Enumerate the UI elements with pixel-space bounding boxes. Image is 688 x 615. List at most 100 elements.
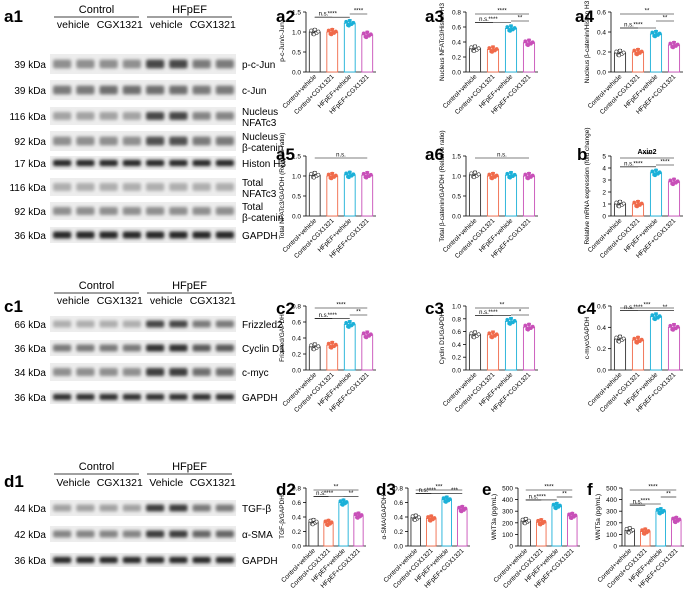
data-point <box>361 171 366 176</box>
y-tick-label: 2 <box>602 190 606 197</box>
data-point <box>347 170 352 175</box>
data-point <box>631 527 635 532</box>
blot-band <box>215 59 234 69</box>
data-point <box>494 47 499 51</box>
blot-protein-label: α-SMA <box>242 530 273 541</box>
blot-strip <box>50 202 236 220</box>
data-point <box>476 332 481 337</box>
blot-band <box>122 393 141 401</box>
blot-band <box>122 530 141 538</box>
blot-group-label: HFpEF <box>172 280 207 292</box>
blot-band <box>53 393 72 401</box>
data-point <box>351 321 356 326</box>
blot-protein-label-line: Nucleus <box>242 132 278 143</box>
blot-lane-label: vehicle <box>150 19 183 31</box>
blot-kda-label: 44 kDa <box>14 504 46 515</box>
blot-band <box>192 136 211 146</box>
data-point <box>573 513 578 518</box>
data-point <box>347 319 352 324</box>
y-tick-label: 0.8 <box>452 316 461 323</box>
blot-band <box>53 112 72 120</box>
data-point <box>490 176 494 181</box>
blot-band <box>192 59 211 69</box>
panel-label-d3: d3 <box>376 480 396 499</box>
blot-band <box>215 504 234 512</box>
data-point <box>472 49 476 54</box>
blot-band <box>146 231 165 239</box>
significance-label: n.s. <box>316 491 326 497</box>
y-tick-label: 0.5 <box>452 194 461 201</box>
data-point <box>326 341 331 346</box>
data-point <box>487 331 492 336</box>
bar <box>613 338 627 371</box>
blot-group-label: HFpEF <box>172 4 207 16</box>
blot-band <box>215 183 234 191</box>
blot-strip-bg <box>50 80 236 100</box>
blot-kda-label: 17 kDa <box>14 159 46 170</box>
data-point <box>508 28 512 33</box>
data-point <box>417 515 421 520</box>
blot-band <box>53 344 72 352</box>
data-point <box>671 182 675 187</box>
data-point <box>675 179 680 184</box>
y-tick-label: 0.2 <box>394 529 403 536</box>
panel-label-a3: a3 <box>425 7 444 26</box>
y-tick-label: 0.2 <box>597 346 606 353</box>
data-point <box>653 173 657 178</box>
bar <box>655 510 667 547</box>
y-axis-label: TGF-β/GAPDH <box>279 495 286 539</box>
blot-band <box>146 368 165 376</box>
panel-label-c1: c1 <box>4 297 23 316</box>
blot-band <box>169 112 188 120</box>
significance-label: **** <box>633 161 643 167</box>
blot-band <box>76 320 95 328</box>
data-point <box>621 50 626 55</box>
blot-band <box>122 320 141 328</box>
blot-band <box>192 112 211 120</box>
panel-label-d2: d2 <box>276 480 296 499</box>
data-point <box>361 331 366 336</box>
blot-strip <box>50 500 236 516</box>
y-tick-label: 0.6 <box>452 329 461 336</box>
data-point <box>539 518 544 522</box>
y-tick-label: 0.0 <box>597 368 606 375</box>
data-point <box>365 330 370 335</box>
data-point <box>654 312 658 317</box>
y-tick-label: 3 <box>602 178 606 185</box>
blot-band <box>192 393 211 401</box>
data-point <box>368 32 373 37</box>
y-tick-label: 300 <box>502 509 513 516</box>
blot-protein-label-line: NFATc3 <box>242 189 277 200</box>
data-point <box>491 45 495 50</box>
blot-strip-bg <box>50 227 236 243</box>
y-tick-label: 0.2 <box>292 529 301 536</box>
data-point <box>338 499 343 504</box>
blot-band <box>146 207 165 215</box>
blot-band <box>215 344 234 352</box>
data-point <box>361 31 366 36</box>
blot-band <box>99 556 118 564</box>
blot-band <box>76 136 95 146</box>
chart-a5: a5 0.0 0.5 1.0 1.5 Total NFATc3/GAPDH (Relati… <box>276 133 376 260</box>
blot-kda-label: 39 kDa <box>14 86 46 97</box>
data-point <box>311 175 316 180</box>
data-point <box>672 322 676 327</box>
data-point <box>314 519 319 524</box>
significance-label: n.s. <box>336 153 346 159</box>
panel-label-e: e <box>482 480 491 499</box>
blot-band <box>122 159 141 167</box>
significance-label: n.s. <box>633 500 643 506</box>
blot-band <box>215 85 234 95</box>
y-tick-label: 0.8 <box>292 304 301 311</box>
data-point <box>527 518 531 523</box>
blot-protein-label: c-myc <box>242 368 269 379</box>
bar <box>667 181 681 217</box>
blot-protein-label-line: Frizzled2 <box>242 320 283 331</box>
y-tick-label: 200 <box>606 520 617 527</box>
data-point <box>672 177 676 182</box>
data-point <box>364 35 369 40</box>
blot-protein-label: Total NFATc3 <box>242 178 277 200</box>
panel-label-a1: a1 <box>4 7 23 26</box>
data-point <box>326 28 331 33</box>
